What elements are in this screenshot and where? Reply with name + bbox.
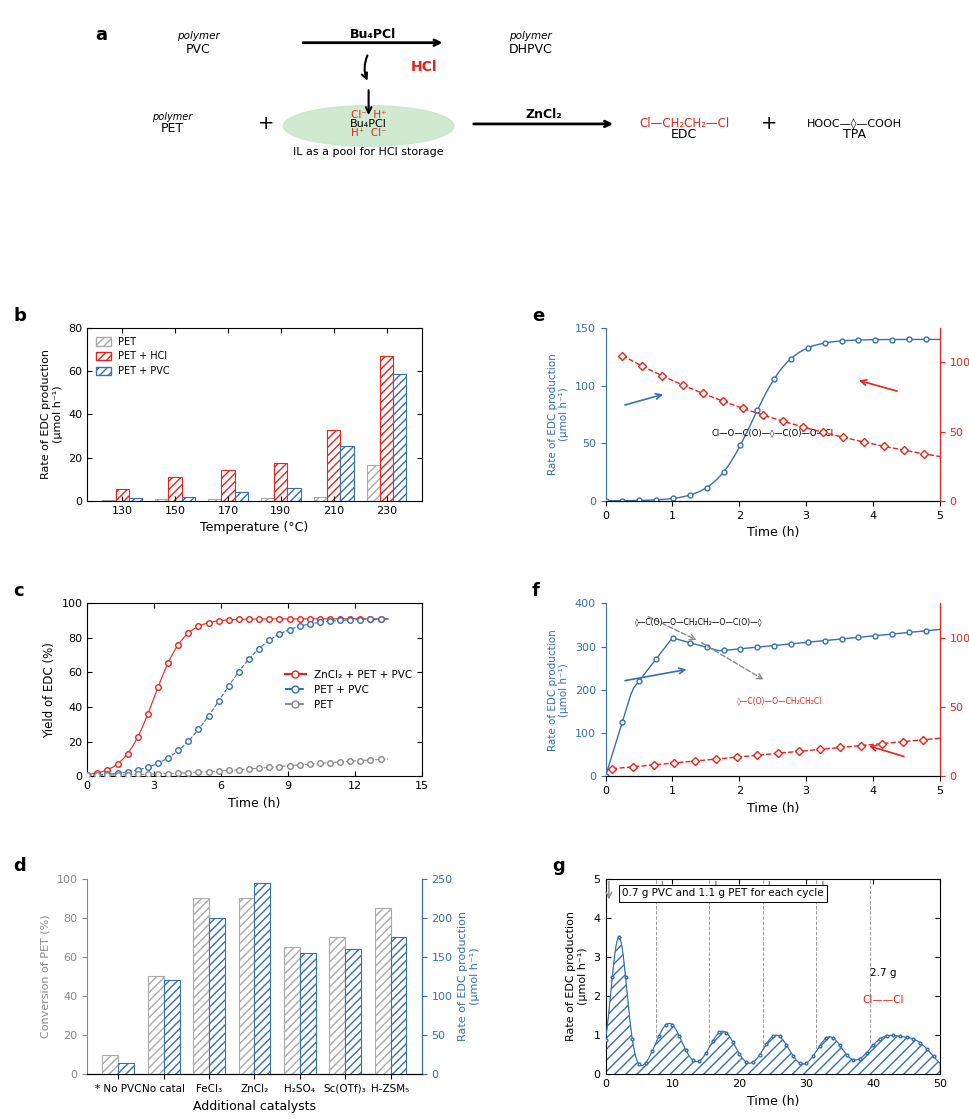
Bar [366,466,380,501]
X-axis label: Time (h): Time (h) [229,797,281,810]
Bar [288,488,300,501]
X-axis label: Temperature (°C): Temperature (°C) [201,521,308,534]
Text: +: + [761,114,778,133]
Y-axis label: Rate of EDC production
(μmol h⁻¹): Rate of EDC production (μmol h⁻¹) [547,629,569,751]
Text: 2.7 g: 2.7 g [870,968,896,978]
Bar [391,938,406,1074]
Bar [234,492,248,501]
Bar [209,918,225,1074]
Y-axis label: Rate of EDC production
(μmol h⁻¹): Rate of EDC production (μmol h⁻¹) [547,354,569,476]
Bar [238,899,255,1074]
Text: f: f [532,582,540,601]
Bar [221,470,234,501]
Legend: ZnCl₂ + PET + PVC, PET + PVC, PET: ZnCl₂ + PET + PVC, PET + PVC, PET [281,666,417,714]
Text: a: a [96,27,108,45]
Bar [103,1055,118,1074]
Bar [169,477,182,501]
Bar [329,938,345,1074]
Text: HCl: HCl [411,60,438,74]
Y-axis label: Conversion of PET (%): Conversion of PET (%) [41,914,51,1038]
Text: DHPVC: DHPVC [509,43,552,56]
Text: e: e [532,307,545,325]
Text: ZnCl₂: ZnCl₂ [525,109,562,121]
X-axis label: Additional catalysts: Additional catalysts [193,1100,316,1112]
Text: 0.7 g PVC and 1.1 g PET for each cycle: 0.7 g PVC and 1.1 g PET for each cycle [622,888,824,899]
Text: Cl—CH₂CH₂—Cl: Cl—CH₂CH₂—Cl [639,117,730,131]
Text: d: d [14,857,26,875]
Bar [115,489,129,501]
Y-axis label: Yield of EDC (%): Yield of EDC (%) [43,642,56,737]
Text: Bu₄PCl: Bu₄PCl [350,119,387,129]
Bar [148,977,164,1074]
Text: ◊—C(O)—O—CH₂CH₂—O—C(O)—◊: ◊—C(O)—O—CH₂CH₂—O—C(O)—◊ [636,617,763,626]
Text: Cl—O—C(O)—◊—C(O)—O—Cl: Cl—O—C(O)—◊—C(O)—O—Cl [711,429,833,438]
Bar [129,498,142,501]
Text: g: g [552,857,565,875]
Bar [255,883,270,1074]
Bar [328,430,340,501]
Text: Bu₄PCl: Bu₄PCl [350,28,396,41]
Bar [155,499,169,501]
Bar [193,899,209,1074]
X-axis label: Time (h): Time (h) [746,1094,798,1108]
Bar [208,499,221,501]
Text: TPA: TPA [843,129,866,141]
Bar [375,908,391,1074]
Text: Cl——Cl: Cl——Cl [862,995,904,1005]
Text: +: + [258,114,274,133]
X-axis label: Time (h): Time (h) [746,526,798,539]
Text: PET: PET [161,122,184,135]
Bar [182,497,195,501]
Bar [340,445,354,501]
Y-axis label: Rate of EDC production
(μmol h⁻¹): Rate of EDC production (μmol h⁻¹) [567,912,588,1042]
Bar [274,463,288,501]
Bar [314,497,328,501]
Text: polymer: polymer [176,30,219,40]
Bar [261,498,274,501]
Text: H⁺  Cl⁻: H⁺ Cl⁻ [351,128,387,138]
Bar [164,980,179,1074]
Text: polymer: polymer [510,30,552,40]
Text: Cl⁻  H⁺: Cl⁻ H⁺ [351,110,387,120]
Text: polymer: polymer [152,112,193,122]
Bar [393,375,406,501]
Bar [118,1063,134,1074]
Text: c: c [14,582,24,601]
Bar [380,356,393,501]
Legend: PET, PET + HCl, PET + PVC: PET, PET + HCl, PET + PVC [92,332,173,380]
Ellipse shape [283,105,453,147]
X-axis label: Time (h): Time (h) [746,801,798,815]
Text: IL as a pool for HCl storage: IL as a pool for HCl storage [294,148,444,158]
Text: b: b [14,307,26,325]
Bar [345,949,361,1074]
Text: EDC: EDC [671,129,698,141]
Text: PVC: PVC [186,43,210,56]
Text: HOOC—◊—COOH: HOOC—◊—COOH [807,119,902,130]
Bar [299,953,316,1074]
Y-axis label: Rate of EDC production
(μmol h⁻¹): Rate of EDC production (μmol h⁻¹) [41,349,63,479]
Y-axis label: Rate of EDC production
(μmol h⁻¹): Rate of EDC production (μmol h⁻¹) [458,912,480,1042]
Bar [284,947,299,1074]
Text: ◊—C(O)—O—CH₂CH₂Cl: ◊—C(O)—O—CH₂CH₂Cl [736,697,822,706]
